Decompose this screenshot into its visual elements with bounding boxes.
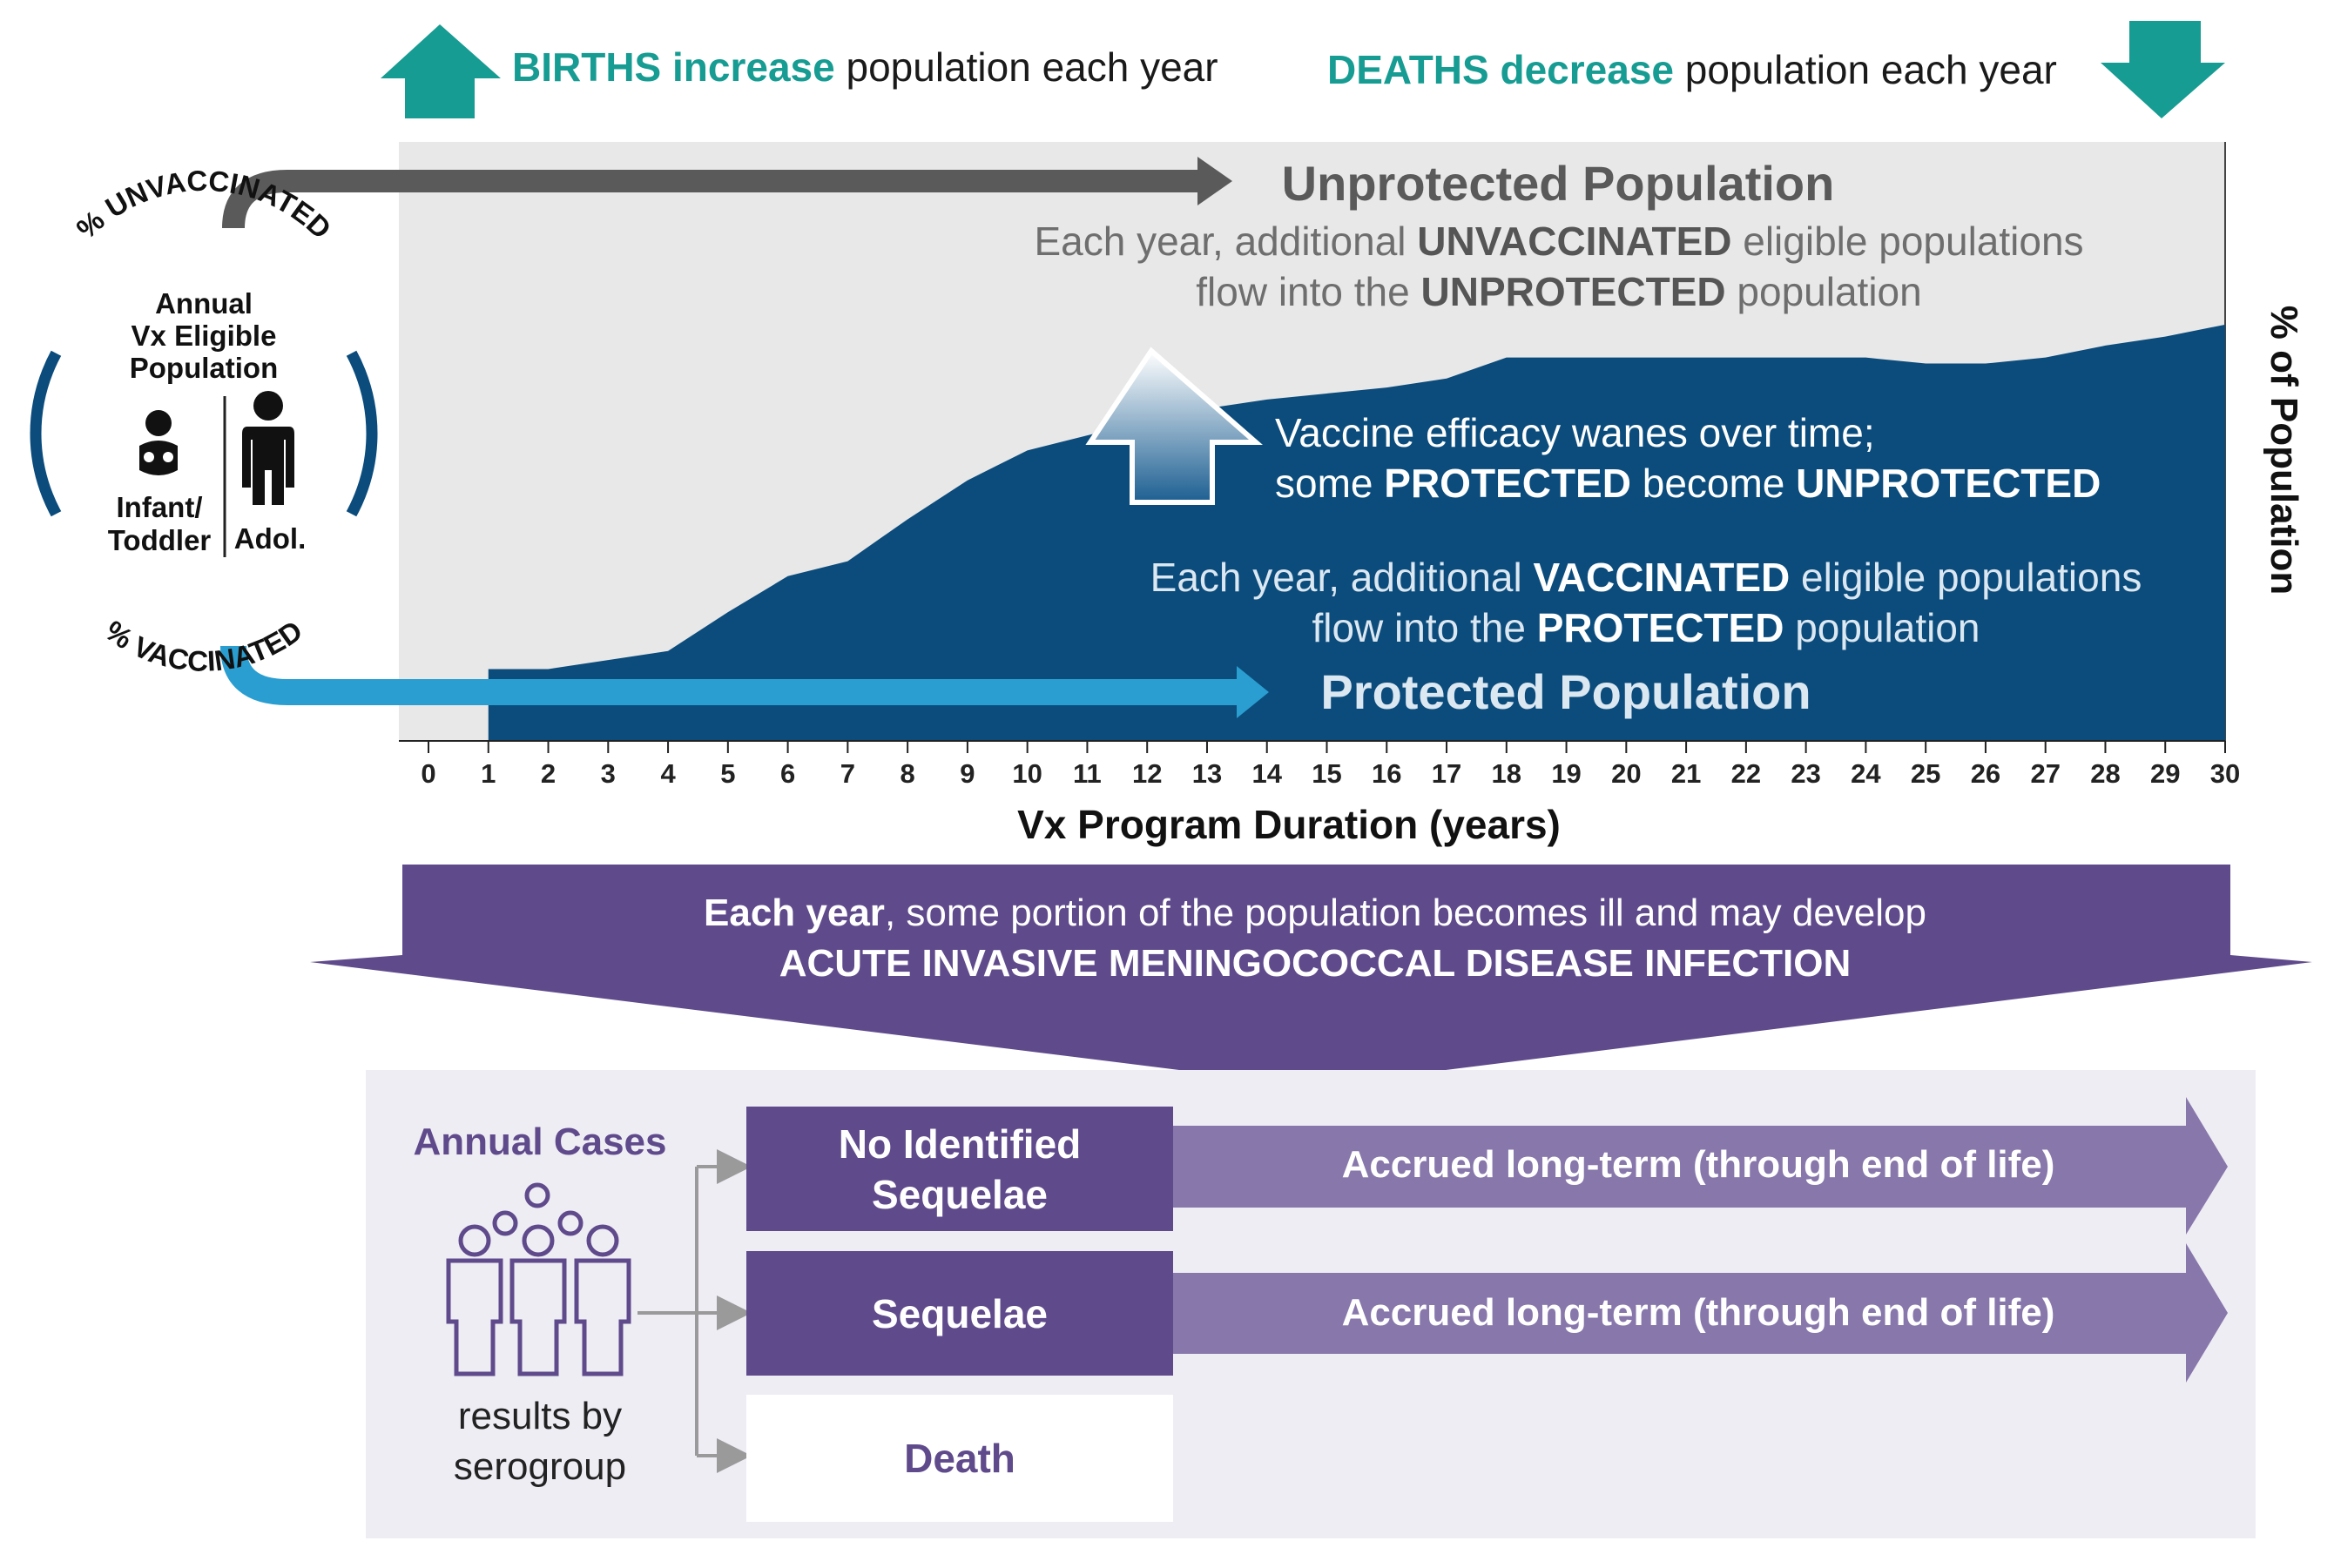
x-tick-label: 4 bbox=[660, 758, 676, 789]
x-tick-label: 0 bbox=[421, 758, 435, 789]
protected-title: Protected Population bbox=[1320, 664, 1811, 719]
protected-desc-line1: Each year, additional VACCINATED eligibl… bbox=[1150, 555, 2142, 600]
accrued-arrow-2 bbox=[1171, 1243, 2228, 1383]
x-tick-label: 27 bbox=[2030, 758, 2060, 789]
banner-line2: ACUTE INVASIVE MENINGOCOCCAL DISEASE INF… bbox=[779, 942, 1852, 985]
births-rest: population each year bbox=[834, 44, 1218, 90]
x-tick-label: 29 bbox=[2150, 758, 2180, 789]
no-sequelae-box: No Identified Sequelae bbox=[746, 1107, 1173, 1231]
waning-desc: Vaccine efficacy wanes over time; some P… bbox=[1275, 407, 2101, 508]
x-tick-label: 8 bbox=[901, 758, 915, 789]
deaths-bold: DEATHS decrease bbox=[1327, 47, 1674, 92]
x-tick-label: 28 bbox=[2090, 758, 2120, 789]
waning-up-arrow-icon bbox=[1085, 347, 1263, 505]
births-up-arrow-icon bbox=[381, 24, 501, 118]
deaths-rest: population each year bbox=[1674, 47, 2057, 92]
waning-line1: Vaccine efficacy wanes over time; bbox=[1275, 410, 1875, 455]
protected-area bbox=[488, 324, 2226, 741]
x-tick-label: 15 bbox=[1312, 758, 1341, 789]
x-tick-label: 6 bbox=[780, 758, 795, 789]
x-tick-label: 23 bbox=[1791, 758, 1820, 789]
x-tick-label: 16 bbox=[1372, 758, 1401, 789]
unvaccinated-flow-arrow bbox=[222, 170, 1202, 229]
accrued-label-1: Accrued long-term (through end of life) bbox=[1341, 1143, 2055, 1186]
people-group-icon bbox=[446, 1182, 631, 1376]
banner-line1: Each year, some portion of the populatio… bbox=[704, 892, 1926, 934]
accrued-label-2: Accrued long-term (through end of life) bbox=[1341, 1291, 2055, 1334]
unprotected-desc: Each year, additional UNVACCINATED eligi… bbox=[906, 216, 2212, 317]
vaccinated-arrowhead-icon bbox=[1237, 666, 1269, 718]
x-tick-label: 11 bbox=[1073, 758, 1102, 789]
x-axis-ticks: 0 1 2 3 4 5 6 7 8 9 10 11 12 13 14 15 16 17 18 19 20 21 22 23 24… bbox=[421, 741, 2240, 789]
death-box: Death bbox=[746, 1395, 1173, 1522]
protected-desc: Each year, additional VACCINATED eligibl… bbox=[993, 552, 2299, 653]
circle-bottom-gap bbox=[44, 508, 363, 616]
x-tick-label: 14 bbox=[1251, 758, 1282, 789]
vaccinated-flow-arrow bbox=[220, 645, 1241, 705]
unprotected-desc-line1: Each year, additional UNVACCINATED eligi… bbox=[1034, 219, 2084, 264]
births-caption: BIRTHS increase population each year bbox=[512, 44, 1218, 91]
x-tick-label: 18 bbox=[1492, 758, 1521, 789]
unvaccinated-arrowhead-icon bbox=[1197, 157, 1232, 205]
deaths-caption: DEATHS decrease population each year bbox=[1327, 46, 2057, 93]
x-tick-label: 9 bbox=[960, 758, 975, 789]
x-tick-label: 24 bbox=[1851, 758, 1881, 789]
adol-label: Adol. bbox=[233, 522, 307, 555]
sequelae-box: Sequelae bbox=[746, 1251, 1173, 1376]
births-bold: BIRTHS increase bbox=[512, 44, 835, 90]
y-axis-title: % of Population bbox=[2263, 305, 2305, 596]
waning-line2: some PROTECTED become UNPROTECTED bbox=[1275, 461, 2101, 506]
x-tick-label: 13 bbox=[1192, 758, 1222, 789]
accrued-arrow-1 bbox=[1171, 1097, 2228, 1235]
unprotected-desc-line2: flow into the UNPROTECTED population bbox=[1196, 269, 1922, 314]
x-tick-label: 26 bbox=[1971, 758, 2000, 789]
outcome-connectors bbox=[637, 1149, 752, 1473]
x-tick-label: 19 bbox=[1551, 758, 1581, 789]
x-tick-label: 5 bbox=[720, 758, 735, 789]
deaths-down-arrow-icon bbox=[2101, 21, 2225, 118]
protected-desc-line2: flow into the PROTECTED population bbox=[1312, 605, 1980, 650]
x-tick-label: 7 bbox=[840, 758, 855, 789]
x-tick-label: 20 bbox=[1611, 758, 1641, 789]
circle-top-gap bbox=[44, 251, 363, 359]
annual-cases-label: Annual Cases bbox=[413, 1120, 667, 1163]
x-tick-label: 3 bbox=[601, 758, 616, 789]
x-axis-title: Vx Program Duration (years) bbox=[1017, 802, 1561, 847]
x-tick-label: 10 bbox=[1012, 758, 1042, 789]
infant-icon bbox=[139, 410, 178, 475]
banner-text: Each year, some portion of the populatio… bbox=[488, 888, 2142, 989]
x-tick-label: 2 bbox=[541, 758, 556, 789]
x-tick-label: 12 bbox=[1132, 758, 1162, 789]
disease-banner bbox=[310, 865, 2312, 1087]
x-tick-label: 21 bbox=[1671, 758, 1701, 789]
x-tick-label: 22 bbox=[1731, 758, 1761, 789]
adolescent-icon bbox=[242, 391, 294, 505]
x-tick-label: 1 bbox=[481, 758, 496, 789]
vaccinated-arc-label: % VACCINATED bbox=[99, 614, 308, 677]
circle-title: Annual Vx Eligible Population bbox=[129, 287, 279, 384]
x-tick-label: 17 bbox=[1432, 758, 1461, 789]
infant-label: Infant/ Toddler bbox=[107, 491, 212, 556]
x-tick-label: 30 bbox=[2210, 758, 2240, 789]
x-tick-label: 25 bbox=[1911, 758, 1940, 789]
unprotected-title: Unprotected Population bbox=[1281, 156, 1835, 211]
results-by-serogroup: results by serogroup bbox=[453, 1395, 627, 1488]
